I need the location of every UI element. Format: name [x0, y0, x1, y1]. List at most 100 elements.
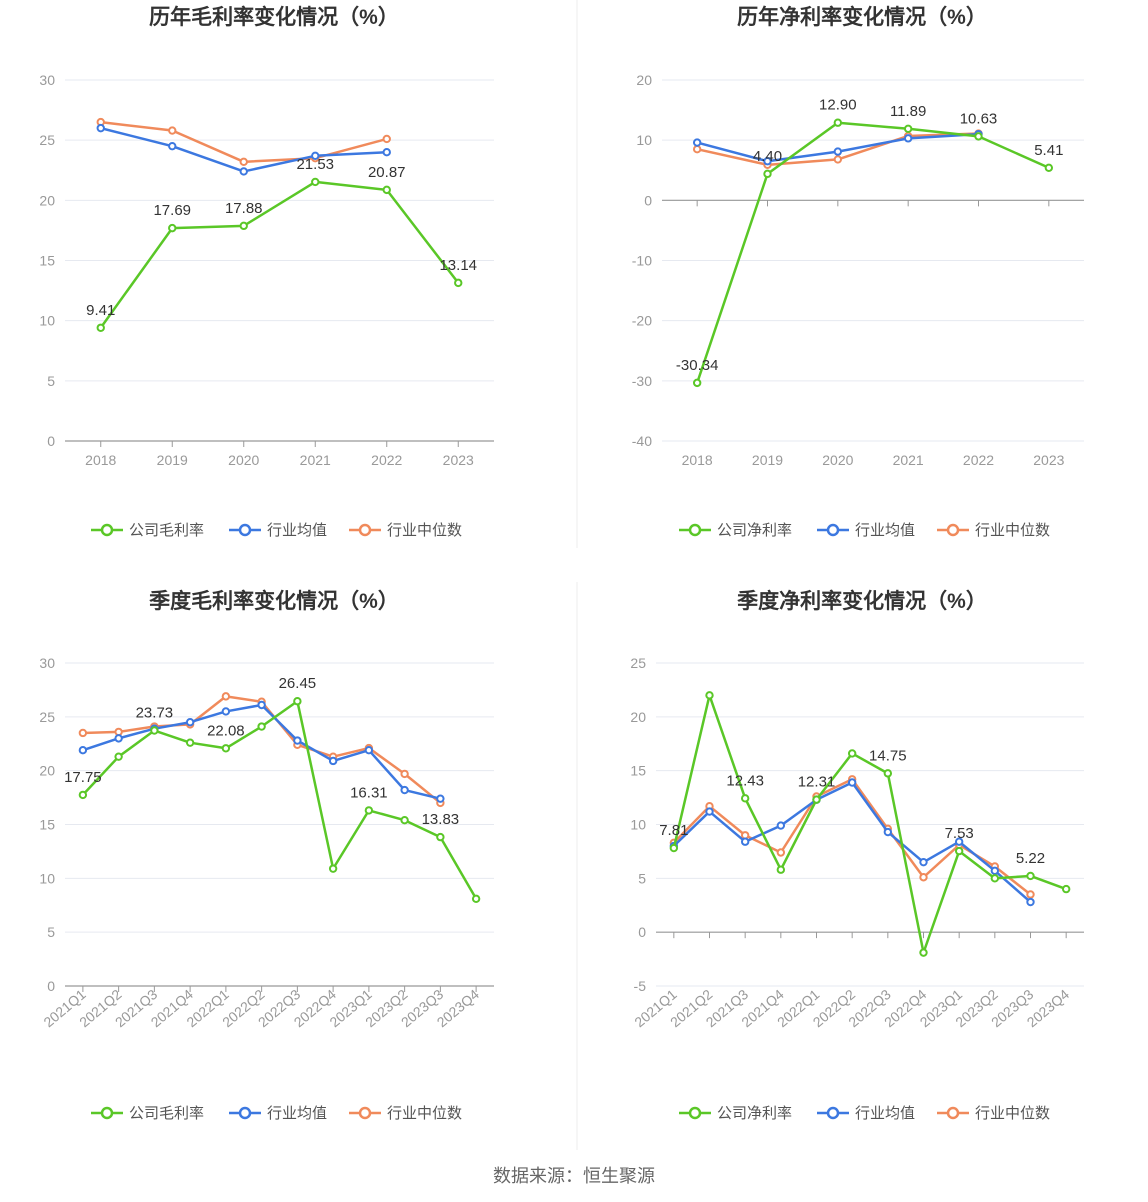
data-point-average: [883, 827, 893, 837]
data-point-average: [1026, 897, 1035, 907]
series-line-median: [672, 778, 1032, 896]
chart-title: 历年净利率变化情况（%）: [737, 5, 987, 29]
data-point-company: [96, 323, 105, 332]
y-tick-label: 25: [39, 132, 55, 148]
data-point-average: [776, 821, 786, 830]
legend-item-median[interactable]: 行业中位数: [937, 1105, 1050, 1122]
y-tick-label: 5: [47, 373, 55, 389]
legend-item-average[interactable]: 行业均值: [229, 522, 327, 539]
data-point-company: [436, 832, 445, 842]
data-point-company: [812, 795, 821, 804]
x-tick-label: 2018: [682, 452, 713, 468]
x-tick-label: 2023: [443, 452, 474, 468]
data-point-average: [705, 807, 714, 816]
data-point-company: [903, 124, 913, 133]
y-tick-label: -5: [634, 978, 647, 994]
chart-quarter-net: 季度净利率变化情况（%）-505101520252021Q12021Q22021…: [630, 589, 1084, 1122]
data-point-average: [833, 147, 843, 156]
y-tick-label: 5: [47, 924, 55, 940]
series-line-company: [99, 180, 460, 329]
data-point-average: [903, 134, 913, 143]
legend-label: 公司净利率: [717, 522, 792, 539]
y-tick-label: 20: [39, 192, 55, 208]
data-label: 4.40: [753, 148, 782, 165]
data-point-company: [221, 744, 231, 753]
legend-item-company[interactable]: 公司净利率: [679, 522, 792, 539]
data-point-average: [692, 138, 702, 147]
data-point-company: [257, 722, 266, 731]
legend-item-average[interactable]: 行业均值: [817, 522, 915, 539]
data-point-company: [293, 697, 302, 706]
y-tick-label: 10: [39, 313, 55, 329]
data-point-average: [436, 794, 445, 803]
series-line-average: [672, 781, 1032, 903]
y-tick-label: 15: [39, 817, 55, 833]
legend-label: 行业中位数: [975, 522, 1050, 539]
data-point-average: [311, 151, 320, 161]
data-point-company: [311, 177, 320, 187]
x-tick-label: 2018: [85, 452, 116, 468]
data-point-company: [1044, 163, 1054, 172]
data-point-average: [382, 148, 391, 157]
data-point-company: [328, 864, 338, 873]
data-point-company: [740, 794, 750, 803]
data-point-company: [471, 894, 481, 903]
legend-marker: [238, 1106, 252, 1120]
y-tick-label: 5: [638, 870, 646, 886]
legend-marker: [100, 1106, 114, 1120]
data-label: 13.14: [439, 257, 477, 274]
data-point-average: [990, 866, 1000, 875]
data-point-company: [990, 874, 1000, 883]
data-point-median: [919, 873, 928, 882]
data-label: 14.75: [869, 747, 907, 764]
legend-item-average[interactable]: 行业均值: [229, 1105, 327, 1122]
y-tick-label: 0: [644, 192, 652, 208]
legend-item-company[interactable]: 公司毛利率: [91, 522, 204, 539]
data-label: -30.34: [676, 357, 719, 374]
legend-item-company[interactable]: 公司净利率: [679, 1105, 792, 1122]
data-point-company: [763, 169, 772, 179]
data-label: 9.41: [86, 302, 115, 319]
data-point-average: [847, 778, 857, 787]
data-point-median: [168, 126, 177, 135]
y-tick-label: -20: [632, 313, 652, 329]
legend-marker: [826, 523, 840, 537]
data-label: 13.83: [422, 811, 460, 828]
chart-title: 季度净利率变化情况（%）: [737, 589, 987, 613]
x-tick-label: 2022: [963, 452, 994, 468]
series-line-company: [672, 694, 1067, 954]
data-point-average: [168, 141, 177, 151]
data-point-company: [168, 223, 177, 233]
data-label: 17.88: [225, 200, 263, 217]
legend-label: 行业均值: [855, 522, 915, 539]
data-label: 7.81: [659, 822, 688, 839]
legend-item-median[interactable]: 行业中位数: [349, 522, 462, 539]
data-point-company: [919, 948, 928, 957]
legend-item-company[interactable]: 公司毛利率: [91, 1105, 204, 1122]
y-tick-label: 10: [39, 870, 55, 886]
data-label: 11.89: [890, 103, 926, 120]
series-line-company: [81, 699, 478, 900]
data-point-average: [96, 123, 105, 133]
data-point-company: [114, 752, 123, 761]
data-label: 17.75: [64, 769, 102, 786]
series-line-company: [695, 121, 1050, 384]
x-tick-label: 2020: [822, 452, 853, 468]
data-label: 23.73: [136, 705, 174, 722]
data-label: 12.31: [798, 774, 836, 791]
y-tick-label: 20: [630, 709, 646, 725]
legend-item-average[interactable]: 行业均值: [817, 1105, 915, 1122]
data-point-company: [454, 278, 463, 288]
data-point-average: [740, 837, 750, 846]
legend-item-median[interactable]: 行业中位数: [349, 1105, 462, 1122]
data-point-median: [78, 728, 88, 738]
legend-item-median[interactable]: 行业中位数: [937, 522, 1050, 539]
data-point-median: [833, 155, 843, 164]
legend-marker: [946, 1106, 960, 1120]
data-point-company: [883, 769, 893, 778]
legend-label: 行业中位数: [975, 1105, 1050, 1122]
data-label: 7.53: [945, 825, 974, 842]
data-label: 12.90: [819, 97, 857, 114]
legend-label: 行业中位数: [387, 1105, 462, 1122]
